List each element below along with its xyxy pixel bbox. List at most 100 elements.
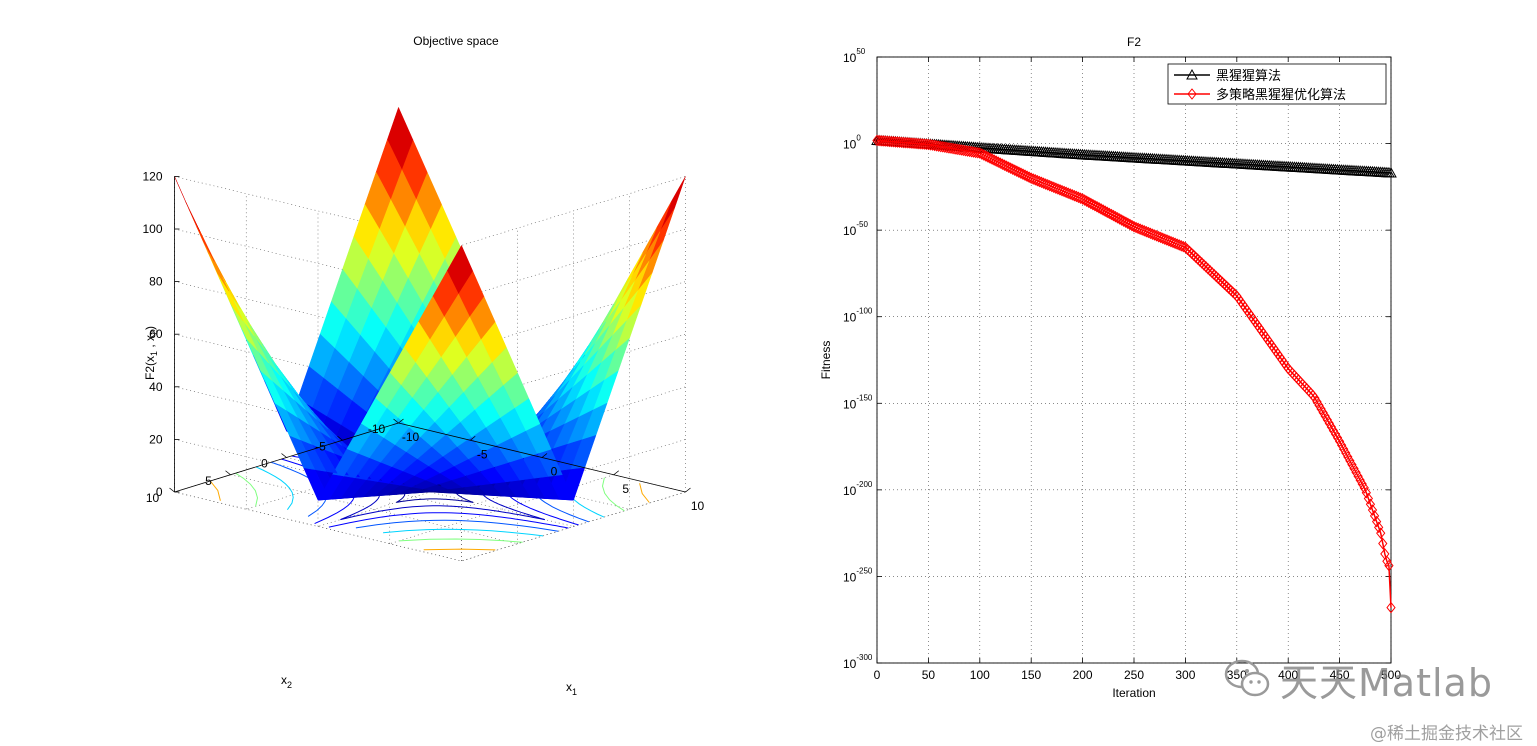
series-marker	[1385, 166, 1397, 178]
contour-line	[601, 477, 625, 512]
series-marker	[1365, 498, 1376, 511]
series-marker	[917, 138, 927, 150]
series-marker	[899, 136, 909, 149]
series-marker	[886, 135, 897, 148]
series-marker	[1337, 439, 1347, 452]
y-tick-base: 10	[843, 224, 857, 238]
y-axis-label-sub: 2	[287, 680, 292, 690]
y-tick-base: 10	[843, 397, 857, 411]
x-tick	[685, 487, 691, 493]
series-marker	[956, 144, 966, 156]
series-marker	[915, 137, 925, 150]
series-marker	[894, 136, 905, 149]
y-tick-label: 10	[146, 491, 160, 505]
series-marker	[1324, 417, 1334, 430]
series-marker	[927, 139, 938, 151]
y-tick-label: 10-150	[843, 393, 873, 411]
y-tick-base: 10	[843, 657, 857, 671]
series-marker	[876, 134, 886, 147]
contour-line	[639, 483, 650, 503]
series-marker	[919, 138, 929, 150]
ticks: 0 50 100 150 200 250 300 350 400 450 500105010010-…	[843, 47, 1401, 682]
x-tick-label: 100	[970, 668, 990, 682]
series-marker	[884, 135, 894, 148]
series-marker	[1314, 399, 1324, 412]
z-tick-label: 60	[149, 327, 163, 341]
x-tick	[613, 470, 619, 476]
series-marker	[964, 145, 975, 158]
y-tick-label: 5	[205, 474, 212, 488]
series-marker	[880, 135, 890, 147]
y-tick-exponent: 50	[856, 47, 865, 56]
series-marker	[1382, 555, 1392, 568]
series-marker	[872, 134, 882, 147]
x-tick-label: 150	[1021, 668, 1041, 682]
z-tick-label: 0	[156, 485, 163, 499]
series-marker	[962, 145, 973, 157]
series-marker	[1361, 486, 1371, 499]
series-marker	[966, 145, 977, 158]
series-marker	[882, 135, 892, 148]
x-tick-label: 500	[1381, 668, 1401, 682]
series-marker	[1322, 413, 1332, 426]
legend-label: 黑猩猩算法	[1216, 68, 1281, 83]
surface-patch	[217, 273, 244, 322]
y-tick-label: 1050	[843, 47, 866, 65]
y-tick-exponent: -300	[856, 653, 873, 662]
y-axis-label: x2	[281, 673, 292, 690]
y-tick-base: 10	[843, 311, 857, 325]
legend-marker	[1186, 68, 1198, 80]
surface-patch	[659, 176, 686, 232]
y-tick-label: 10-200	[843, 480, 873, 498]
series-marker	[1312, 395, 1322, 408]
series-marker	[905, 137, 915, 149]
series-marker	[913, 137, 923, 150]
series-marker	[901, 136, 911, 149]
series-marker	[878, 135, 888, 147]
z-tick-label: 80	[149, 275, 163, 289]
y-tick-label: 10-50	[843, 220, 868, 238]
x-tick-label: 5	[622, 482, 629, 496]
x-tick	[541, 453, 548, 458]
surface-mesh	[174, 106, 686, 501]
wechat-icon	[1224, 659, 1270, 697]
series-marker	[948, 142, 958, 155]
series-marker	[1320, 410, 1330, 422]
watermark-community: @稀土掘金技术社区	[1370, 724, 1523, 744]
x-tick-label: 0	[874, 668, 881, 682]
x-tick-label: 200	[1073, 668, 1093, 682]
legend-label: 多策略黑猩猩优化算法	[1216, 87, 1346, 102]
y-tick-label: 10-250	[843, 566, 873, 584]
series-marker	[921, 138, 931, 151]
y-tick-label: -5	[315, 439, 326, 453]
series-marker	[1345, 454, 1355, 467]
x-tick	[470, 435, 476, 441]
surface-patch	[202, 241, 230, 292]
backwall-gridline-z	[174, 491, 686, 562]
series-marker	[1349, 462, 1359, 475]
series-marker	[938, 141, 948, 153]
series-marker	[950, 143, 960, 155]
series-marker	[909, 137, 919, 150]
series-marker	[1339, 443, 1349, 455]
watermark-logo	[1222, 652, 1274, 704]
contour-line	[235, 472, 259, 507]
series-marker	[1341, 447, 1351, 459]
series-marker	[1318, 406, 1328, 419]
series-marker	[954, 143, 964, 156]
x-axis-label-sub: 1	[572, 687, 577, 697]
x-tick-label: 450	[1330, 668, 1350, 682]
z-tick-label: 100	[142, 222, 162, 236]
y-tick	[169, 487, 175, 493]
series-marker	[936, 140, 946, 153]
series-marker	[874, 134, 884, 147]
series-marker	[968, 146, 979, 158]
z-axis-label-part: , x	[143, 335, 157, 351]
series-marker	[1357, 478, 1367, 490]
z-axis-label-part: F2(x	[143, 356, 157, 380]
series-marker	[1347, 458, 1357, 471]
surface-axes: -10-50510-10-50510020406080100120x1x2F2(…	[142, 34, 704, 697]
series-marker	[942, 141, 952, 154]
